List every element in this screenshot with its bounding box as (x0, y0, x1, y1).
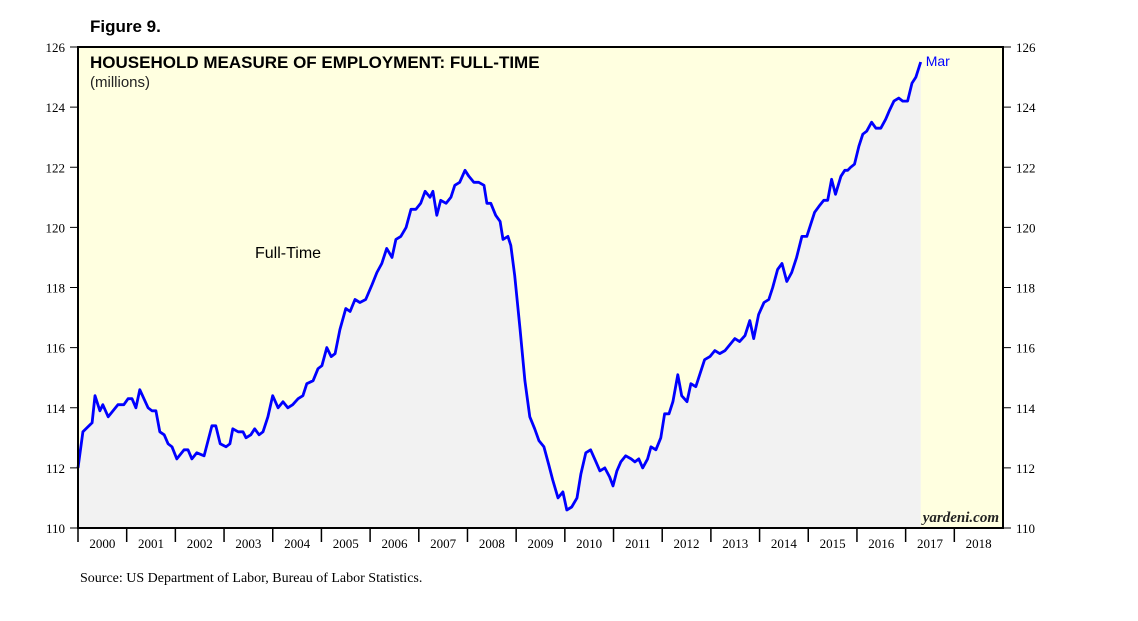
x-tick-label: 2005 (333, 536, 359, 551)
y-tick-label: 116 (46, 341, 66, 356)
chart-title: HOUSEHOLD MEASURE OF EMPLOYMENT: FULL-TI… (90, 53, 540, 72)
y2-tick-label: 110 (1016, 521, 1035, 536)
x-tick-label: 2008 (479, 536, 505, 551)
x-tick-label: 2013 (722, 536, 748, 551)
y2-tick-label: 120 (1016, 220, 1036, 235)
y2-tick-label: 122 (1016, 160, 1036, 175)
x-tick-label: 2001 (138, 536, 164, 551)
watermark: yardeni.com (921, 510, 999, 526)
y-tick-label: 122 (46, 160, 66, 175)
x-tick-label: 2015 (820, 536, 846, 551)
chart-subtitle: (millions) (90, 74, 150, 91)
x-tick-label: 2016 (868, 536, 895, 551)
x-tick-label: 2002 (187, 536, 213, 551)
x-tick-label: 2004 (284, 536, 311, 551)
x-tick-label: 2014 (771, 536, 798, 551)
y-tick-label: 118 (46, 281, 65, 296)
x-tick-label: 2012 (674, 536, 700, 551)
y-tick-label: 114 (46, 401, 66, 416)
figure-label: Figure 9. (90, 17, 161, 36)
series-annotation: Full-Time (255, 245, 321, 262)
series-area (78, 62, 921, 528)
y2-tick-label: 116 (1016, 341, 1036, 356)
x-tick-label: 2011 (625, 536, 651, 551)
y-tick-label: 110 (46, 521, 65, 536)
y-tick-label: 126 (46, 40, 66, 55)
x-tick-label: 2017 (917, 536, 944, 551)
x-tick-label: 2007 (430, 536, 457, 551)
source-note: Source: US Department of Labor, Bureau o… (80, 571, 422, 586)
y2-tick-label: 118 (1016, 281, 1035, 296)
x-tick-label: 2009 (528, 536, 554, 551)
y-tick-label: 124 (46, 100, 66, 115)
x-tick-label: 2010 (576, 536, 602, 551)
end-label: Mar (926, 53, 950, 69)
y2-tick-label: 124 (1016, 100, 1036, 115)
y-tick-label: 112 (46, 461, 65, 476)
y2-tick-label: 126 (1016, 40, 1036, 55)
y2-tick-label: 112 (1016, 461, 1035, 476)
y-tick-label: 120 (46, 220, 66, 235)
y2-tick-label: 114 (1016, 401, 1036, 416)
x-tick-label: 2000 (89, 536, 115, 551)
x-tick-label: 2006 (381, 536, 408, 551)
series-line (76, 61, 923, 512)
x-tick-label: 2018 (966, 536, 992, 551)
x-tick-label: 2003 (235, 536, 261, 551)
